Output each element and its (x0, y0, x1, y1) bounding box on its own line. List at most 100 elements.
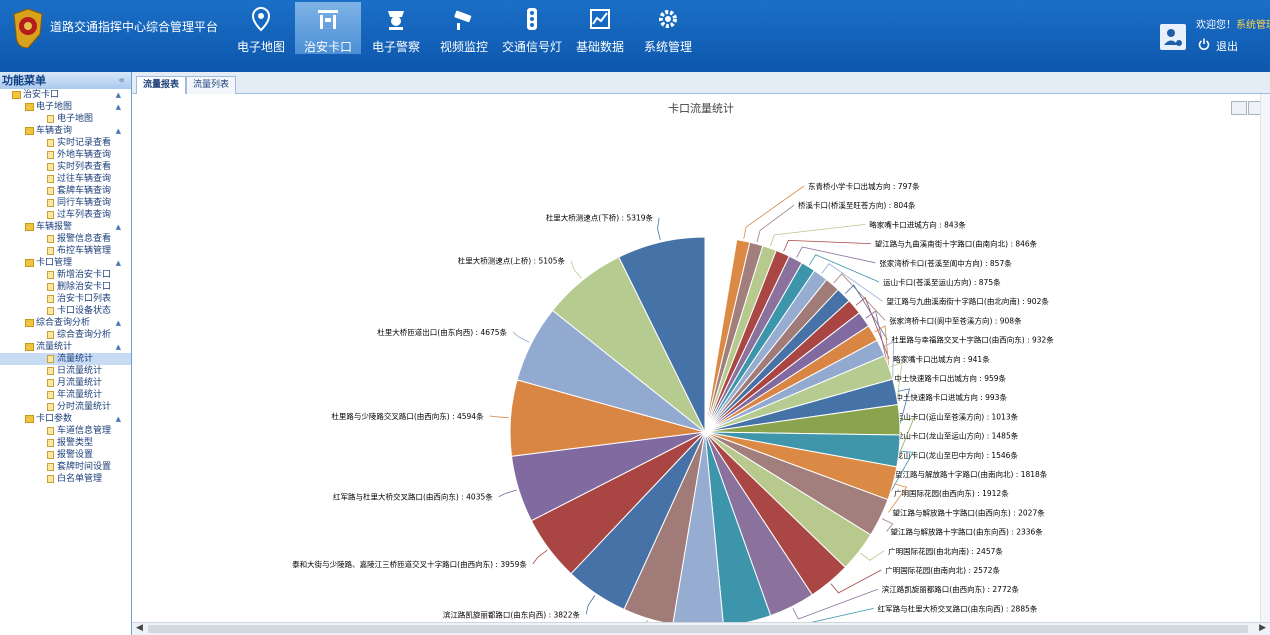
nav-traffic-light-button[interactable]: 交通信号灯 (499, 2, 565, 54)
document-icon (47, 367, 54, 375)
tree-folder[interactable]: 车辆查询 ▲ (0, 125, 131, 137)
tree-item[interactable]: 综合查询分析 (0, 329, 131, 341)
tree-folder[interactable]: 车辆报警 ▲ (0, 221, 131, 233)
nav-map-pin-button[interactable]: 电子地图 (228, 2, 294, 54)
tree-item[interactable]: 实时记录查看 (0, 137, 131, 149)
expand-arrow-icon[interactable]: ▲ (115, 319, 121, 327)
tree-item[interactable]: 布控车辆管理 (0, 245, 131, 257)
nav-gear-button[interactable]: 系统管理 (635, 2, 701, 54)
nav-police-button[interactable]: 电子警察 (363, 2, 429, 54)
tree-item[interactable]: 月流量统计 (0, 377, 131, 389)
document-icon (47, 331, 54, 339)
expand-arrow-icon[interactable]: ▲ (115, 103, 121, 111)
scroll-right-icon[interactable]: ▶ (1259, 623, 1266, 633)
tree-folder[interactable]: 流量统计 ▲ (0, 341, 131, 353)
pie-slice-label: 运山卡口(苍溪至运山方向) : 875条 (883, 277, 1001, 287)
app-title: 道路交通指挥中心综合管理平台 (50, 20, 219, 34)
tree-label: 分时流量统计 (57, 402, 112, 412)
tree-label: 删除治安卡口 (57, 282, 112, 292)
pie-label-connector (844, 284, 888, 340)
pie-slice-label: 中土快速路卡口进城方向 : 993条 (895, 392, 1007, 402)
expand-arrow-icon[interactable]: ▲ (115, 223, 121, 231)
pie-label-connector (833, 273, 886, 321)
pie-slice[interactable] (672, 431, 724, 623)
tree-item[interactable]: 报警信息查看 (0, 233, 131, 245)
sidebar-header: 功能菜单 « (0, 72, 131, 89)
pie-label-connector (855, 296, 890, 359)
tree-label: 实时记录查看 (57, 138, 112, 148)
tab-flow-report[interactable]: 流量报表 (136, 76, 187, 94)
tree-item[interactable]: 车道信息管理 (0, 425, 131, 437)
tree-item[interactable]: 年流量统计 (0, 389, 131, 401)
pie-label-connector (498, 489, 517, 498)
pie-label-connector (821, 263, 883, 302)
logout-button[interactable]: 退出 (1216, 40, 1238, 53)
tree-folder[interactable]: 治安卡口 ▲ (0, 89, 131, 101)
scrollbar-thumb[interactable] (148, 625, 1248, 633)
tree-label: 流量统计 (36, 342, 73, 352)
police-emblem-icon (13, 8, 43, 48)
pie-slice-label: 广明国际花园(由西向东) : 1912条 (894, 488, 1009, 498)
tree-label: 实时列表查看 (57, 162, 112, 172)
tree-item[interactable]: 卡口设备状态 (0, 305, 131, 317)
tree-item[interactable]: 流量统计 (0, 353, 131, 365)
tree-item[interactable]: 同行车辆查询 (0, 197, 131, 209)
tree-label: 治安卡口 (23, 90, 60, 100)
tree-folder[interactable]: 电子地图 ▲ (0, 101, 131, 113)
welcome-text: 欢迎您！系统管理 (1196, 16, 1270, 31)
tree-folder[interactable]: 综合查询分析 ▲ (0, 317, 131, 329)
power-icon[interactable] (1198, 38, 1210, 50)
tree-item[interactable]: 外地车辆查询 (0, 149, 131, 161)
nav-label: 基础数据 (575, 40, 624, 54)
tree-item[interactable]: 删除治安卡口 (0, 281, 131, 293)
expand-arrow-icon[interactable]: ▲ (115, 259, 121, 267)
pie-slice[interactable] (618, 236, 706, 433)
pie-label-connector (657, 217, 661, 241)
pie-label-connector (889, 450, 914, 494)
tab-flow-list[interactable]: 流量列表 (186, 76, 237, 94)
tree-item[interactable]: 日流量统计 (0, 365, 131, 377)
tree-label: 车道信息管理 (57, 426, 112, 436)
checkpoint-icon (318, 10, 338, 29)
nav-bar-chart-button[interactable]: 基础数据 (567, 2, 633, 54)
horizontal-scrollbar[interactable]: ◀ ▶ (132, 622, 1270, 635)
user-settings-icon[interactable] (1160, 24, 1186, 50)
pie-slice-label: 望江路与解放路十字路口(由东向西) : 2336条 (891, 527, 1044, 537)
expand-arrow-icon[interactable]: ▲ (115, 127, 121, 135)
tree-item[interactable]: 报警设置 (0, 449, 131, 461)
tree-item[interactable]: 分时流量统计 (0, 401, 131, 413)
tree-item[interactable]: 电子地图 (0, 113, 131, 125)
tree-item[interactable]: 新增治安卡口 (0, 269, 131, 281)
document-icon (47, 463, 54, 471)
folder-icon (25, 319, 34, 327)
expand-arrow-icon[interactable]: ▲ (115, 91, 121, 99)
tree-folder[interactable]: 卡口管理 ▲ (0, 257, 131, 269)
print-icon[interactable] (1231, 101, 1247, 115)
tree-label: 报警设置 (57, 450, 94, 460)
traffic-light-icon (527, 8, 537, 30)
tree-folder[interactable]: 卡口参数 ▲ (0, 413, 131, 425)
pie-label-connector (806, 608, 874, 623)
tree-item[interactable]: 实时列表查看 (0, 161, 131, 173)
tree-item[interactable]: 套牌时间设置 (0, 461, 131, 473)
tree-item[interactable]: 白名单管理 (0, 473, 131, 485)
pie-slice-label: 望江路与解放路十字路口(由西向东) : 2027条 (892, 507, 1045, 517)
vertical-scrollbar[interactable] (1260, 94, 1270, 624)
nav-checkpoint-button[interactable]: 治安卡口 (295, 2, 361, 54)
pie-label-connector (888, 483, 908, 513)
nav-label: 交通信号灯 (501, 40, 562, 54)
tree-item[interactable]: 过往车辆查询 (0, 173, 131, 185)
collapse-icon[interactable]: « (118, 75, 125, 86)
tree-item[interactable]: 报警类型 (0, 437, 131, 449)
tree-item[interactable]: 套牌车辆查询 (0, 185, 131, 197)
nav-cctv-camera-button[interactable]: 视频监控 (431, 2, 497, 54)
document-icon (47, 211, 54, 219)
tree-item[interactable]: 治安卡口列表 (0, 293, 131, 305)
tree-label: 报警类型 (57, 438, 94, 448)
tree-item[interactable]: 过车列表查询 (0, 209, 131, 221)
expand-arrow-icon[interactable]: ▲ (115, 343, 121, 351)
expand-arrow-icon[interactable]: ▲ (115, 415, 121, 423)
pie-slice-label: 杜里大桥匝道出口(由东向西) : 4675条 (377, 327, 507, 337)
pie-slice-label: 滨江路凯旋丽都路口(由西向东) : 2772条 (882, 584, 1020, 594)
scroll-left-icon[interactable]: ◀ (136, 623, 143, 633)
